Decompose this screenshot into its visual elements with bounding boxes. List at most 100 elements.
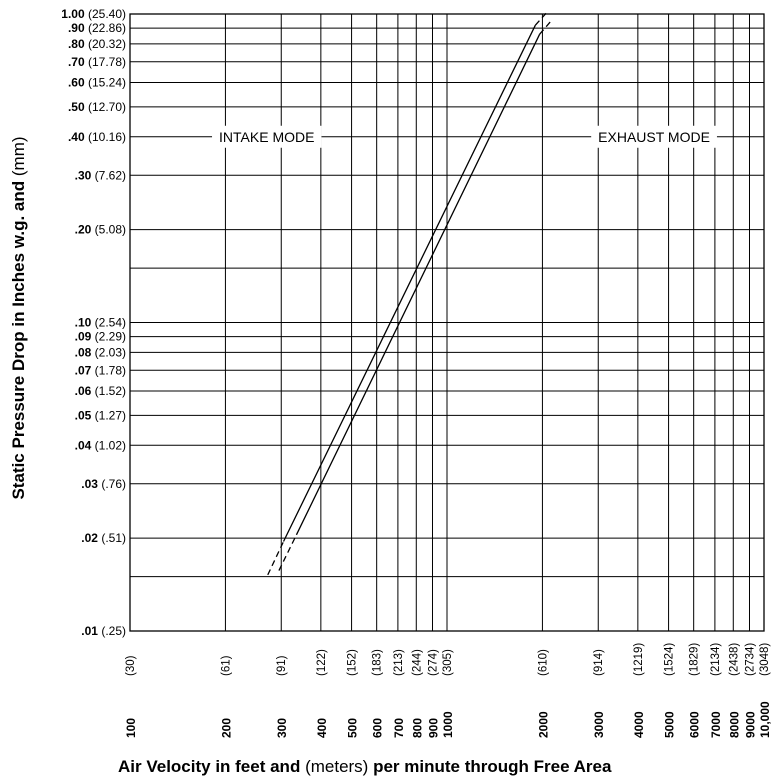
- x-tick-meters: (244): [411, 649, 423, 676]
- y-tick-value: 1.00: [61, 7, 85, 21]
- y-tick-mm: (10.16): [85, 130, 126, 144]
- y-tick-value: .07: [75, 363, 92, 377]
- y-tick-mm: (12.70): [85, 100, 126, 114]
- y-tick-mm: (.76): [98, 477, 126, 491]
- x-tick-meters: (305): [442, 649, 454, 676]
- y-tick-label: .02 (.51): [81, 531, 126, 545]
- y-tick-label: .07 (1.78): [75, 363, 126, 377]
- y-tick-label: .01 (.25): [81, 624, 126, 638]
- x-tick-value: 10,000: [758, 701, 772, 738]
- grid-layer: [129, 13, 765, 632]
- y-tick-label: .80 (20.32): [68, 37, 126, 51]
- x-tick-value: 700: [392, 718, 406, 738]
- y-tick-mm: (20.32): [85, 37, 126, 51]
- x-tick-value: 500: [346, 718, 360, 738]
- y-tick-mm: (.51): [98, 531, 126, 545]
- x-tick-value: 600: [371, 718, 385, 738]
- x-tick-meters: (610): [537, 649, 549, 676]
- y-tick-value: .08: [75, 345, 92, 359]
- y-tick-label: .50 (12.70): [68, 100, 126, 114]
- series-layer: [267, 10, 553, 576]
- y-tick-label: .60 (15.24): [68, 75, 126, 89]
- y-tick-value: .06: [75, 384, 92, 398]
- series-line-1: [295, 33, 541, 536]
- y-tick-label: .03 (.76): [81, 477, 126, 491]
- x-tick-value: 300: [275, 718, 289, 738]
- x-axis-title: Air Velocity in feet and (meters) per mi…: [118, 757, 612, 776]
- x-tick-meters: (122): [316, 649, 328, 676]
- series-extension-1: [539, 19, 553, 35]
- annotation-layer: INTAKE MODE EXHAUST MODE: [212, 125, 717, 148]
- x-tick-meters: (152): [347, 649, 359, 676]
- y-tick-labels: 1.00 (25.40).90 (22.86).80 (20.32).70 (1…: [61, 7, 126, 638]
- series-extension-1: [278, 534, 298, 571]
- x-tick-meters: (914): [593, 649, 605, 676]
- x-tick-value: 6000: [688, 711, 702, 738]
- y-tick-value: .10: [75, 316, 92, 330]
- x-tick-meters: (213): [393, 649, 405, 676]
- y-tick-label: .30 (7.62): [75, 168, 126, 182]
- y-tick-mm: (1.02): [91, 438, 126, 452]
- x-tick-value: 3000: [592, 711, 606, 738]
- y-tick-label: .06 (1.52): [75, 384, 126, 398]
- y-tick-label: .08 (2.03): [75, 345, 126, 359]
- x-tick-value: 1000: [441, 711, 455, 738]
- y-tick-label: .10 (2.54): [75, 316, 126, 330]
- y-tick-label: 1.00 (25.40): [61, 7, 126, 21]
- x-tick-meters: (1219): [633, 643, 645, 676]
- x-tick-meters: (3048): [759, 643, 771, 676]
- mode-label: EXHAUST MODE: [598, 129, 710, 145]
- x-tick-value: 9000: [743, 711, 757, 738]
- x-tick-meters: (183): [372, 649, 384, 676]
- y-axis-title-unit: (mm): [9, 136, 28, 176]
- mode-label: INTAKE MODE: [219, 129, 314, 145]
- y-tick-value: .02: [81, 531, 98, 545]
- mode-label-background: [212, 125, 322, 148]
- y-tick-mm: (15.24): [85, 75, 126, 89]
- y-tick-value: .09: [75, 330, 92, 344]
- x-tick-value: 100: [124, 718, 138, 738]
- y-tick-mm: (22.86): [85, 21, 126, 35]
- y-tick-mm: (1.78): [91, 363, 126, 377]
- y-tick-value: .40: [68, 130, 85, 144]
- y-tick-value: .80: [68, 37, 85, 51]
- y-tick-mm: (2.29): [91, 330, 126, 344]
- x-axis-title-bold-2: per minute through Free Area: [373, 757, 612, 776]
- x-tick-value: 8000: [727, 711, 741, 738]
- y-tick-value: .03: [81, 477, 98, 491]
- y-tick-label: .70 (17.78): [68, 55, 126, 69]
- x-tick-labels: (30) 100 (61) 200 (91) 300 (122) 400 (152) 500 (18…: [124, 643, 772, 738]
- y-tick-value: .90: [68, 21, 85, 35]
- y-axis-title: Static Pressure Drop in Inches w.g. and …: [9, 136, 28, 499]
- x-tick-value: 4000: [632, 711, 646, 738]
- y-tick-mm: (25.40): [85, 7, 126, 21]
- x-tick-value: 200: [219, 718, 233, 738]
- y-tick-mm: (17.78): [85, 55, 126, 69]
- x-axis-title-unit: (meters): [305, 757, 368, 776]
- x-tick-value: 900: [426, 718, 440, 738]
- y-tick-value: .60: [68, 75, 85, 89]
- y-tick-value: .20: [75, 223, 92, 237]
- x-tick-meters: (274): [427, 649, 439, 676]
- y-tick-label: .40 (10.16): [68, 130, 126, 144]
- y-tick-mm: (2.03): [91, 345, 126, 359]
- x-tick-meters: (1524): [664, 643, 676, 676]
- y-axis-title-bold: Static Pressure Drop in Inches w.g. and: [9, 181, 28, 500]
- series-line-2: [282, 24, 536, 542]
- y-tick-label: .09 (2.29): [75, 330, 126, 344]
- y-tick-label: .05 (1.27): [75, 408, 126, 422]
- y-tick-mm: (5.08): [91, 223, 126, 237]
- x-tick-meters: (2438): [728, 643, 740, 676]
- x-axis-title-bold-1: Air Velocity in feet and: [118, 757, 300, 776]
- y-tick-mm: (1.52): [91, 384, 126, 398]
- x-tick-value: 5000: [663, 711, 677, 738]
- y-tick-value: .05: [75, 408, 92, 422]
- x-tick-meters: (2734): [744, 643, 756, 676]
- series-extension-2: [534, 10, 549, 26]
- y-tick-value: .70: [68, 55, 85, 69]
- x-tick-value: 2000: [536, 711, 550, 738]
- y-tick-value: .04: [75, 438, 92, 452]
- y-tick-value: .50: [68, 100, 85, 114]
- y-tick-mm: (.25): [98, 624, 126, 638]
